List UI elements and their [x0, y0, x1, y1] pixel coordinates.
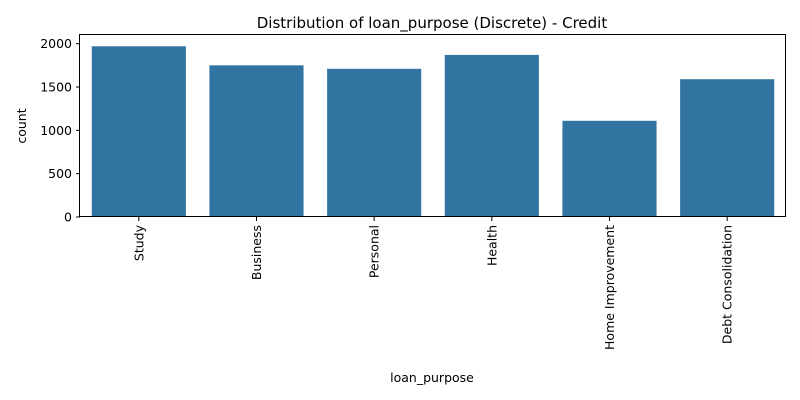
- x-axis: Study Business Personal Health Home Improvem…: [131, 217, 735, 350]
- x-tick-label: Debt Consolidation: [720, 225, 735, 344]
- plot-frame: [79, 34, 786, 217]
- bars-group: [91, 46, 775, 218]
- y-axis: 0 500 1000 1500 2000: [40, 36, 80, 225]
- bar-business: [209, 65, 304, 217]
- x-tick-label: Health: [484, 225, 499, 266]
- x-axis-label: loan_purpose: [390, 370, 474, 385]
- bar-health: [444, 54, 539, 218]
- bar-study: [91, 46, 186, 217]
- chart-title: Distribution of loan_purpose (Discrete) …: [257, 14, 608, 33]
- x-tick-label: Personal: [367, 225, 382, 278]
- x-tick-label: Home Improvement: [602, 225, 617, 350]
- y-axis-label: count: [14, 108, 29, 143]
- y-tick-label: 0: [64, 210, 72, 225]
- bar-home-improvement: [562, 120, 657, 217]
- x-tick-label: Business: [249, 225, 264, 280]
- y-tick-label: 1500: [40, 80, 72, 95]
- x-tick-label: Study: [131, 224, 146, 261]
- bar-personal: [327, 68, 422, 217]
- y-tick-label: 2000: [40, 36, 72, 51]
- y-tick-label: 500: [48, 166, 72, 181]
- bar-debt-consolidation: [680, 79, 775, 217]
- y-tick-label: 1000: [40, 123, 72, 138]
